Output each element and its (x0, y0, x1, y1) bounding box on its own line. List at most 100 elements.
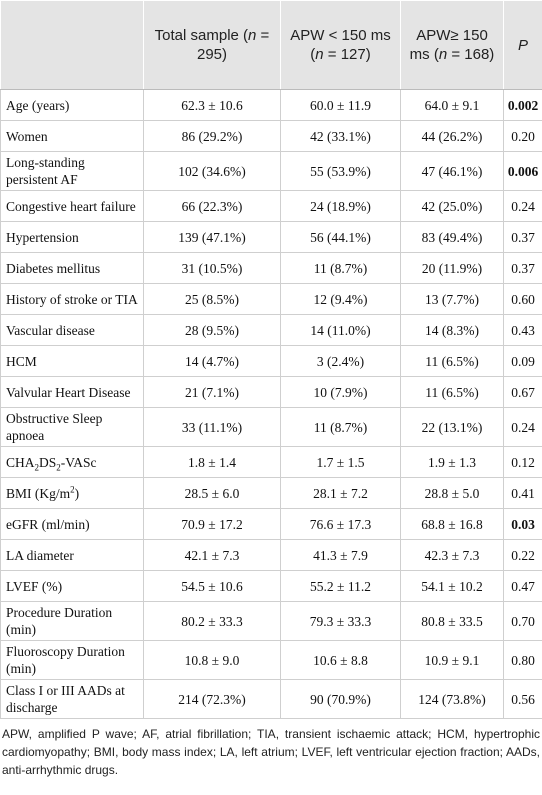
row-label: Procedure Duration (min) (0, 601, 144, 641)
cell: 14 (4.7%) (143, 345, 281, 377)
text: Total sample ( (154, 27, 249, 44)
text: Vascular disease (6, 322, 95, 338)
header-row: Total sample (n = 295) APW < 150 ms (n = … (0, 0, 542, 90)
p-value: 0.22 (503, 539, 542, 571)
cell: 70.9 ± 17.2 (143, 508, 281, 540)
text: Congestive heart failure (6, 198, 136, 214)
text: = 168) (447, 46, 495, 63)
cell: 79.3 ± 33.3 (280, 601, 401, 641)
row-label: Congestive heart failure (0, 190, 144, 222)
row-label: HCM (0, 345, 144, 377)
text: History of stroke or TIA (6, 291, 138, 307)
p-value: 0.41 (503, 477, 542, 509)
p-value: 0.09 (503, 345, 542, 377)
p-value: 0.56 (503, 679, 542, 719)
cell: 28.1 ± 7.2 (280, 477, 401, 509)
cell: 14 (8.3%) (400, 314, 504, 346)
text: Fluoroscopy Duration (min) (6, 644, 125, 676)
text: Long-standing persistent AF (6, 155, 85, 187)
footnote: APW, amplified P wave; AF, atrial fibril… (2, 727, 540, 777)
italic-text: P (517, 36, 528, 54)
table-row: Age (years) 62.3 ± 10.6 60.0 ± 11.9 64.0 ± … (0, 89, 542, 121)
cell: 10 (7.9%) (280, 376, 401, 408)
column-header: APW≥ 150 ms (n = 168) (400, 0, 504, 90)
row-label: Age (years) (0, 89, 144, 121)
text: HCM (6, 353, 37, 369)
text: Valvular Heart Disease (6, 384, 131, 400)
row-label: Fluoroscopy Duration (min) (0, 640, 144, 680)
p-value: 0.20 (503, 120, 542, 152)
text: = 295) (196, 27, 270, 63)
cell: 80.8 ± 33.5 (400, 601, 504, 641)
column-header: APW < 150 ms (n = 127) (280, 0, 401, 90)
cell: 83 (49.4%) (400, 221, 504, 253)
cell: 139 (47.1%) (143, 221, 281, 253)
row-label: LA diameter (0, 539, 144, 571)
cell: 56 (44.1%) (280, 221, 401, 253)
cell: 68.8 ± 16.8 (400, 508, 504, 540)
row-label: Obstructive Sleep apnoea (0, 407, 144, 447)
cell: 86 (29.2%) (143, 120, 281, 152)
row-label: CHA2DS2-VASc (0, 446, 144, 478)
cell: 28.5 ± 6.0 (143, 477, 281, 509)
superscript: 2 (70, 484, 75, 494)
table: Total sample (n = 295) APW < 150 ms (n = … (0, 0, 542, 719)
cell: 80.2 ± 33.3 (143, 601, 281, 641)
table-row: Valvular Heart Disease 21 (7.1%) 10 (7.9%)… (0, 376, 542, 408)
row-label: Hypertension (0, 221, 144, 253)
row-label: History of stroke or TIA (0, 283, 144, 315)
cell: 28 (9.5%) (143, 314, 281, 346)
cell: 55 (53.9%) (280, 151, 401, 191)
cell: 1.9 ± 1.3 (400, 446, 504, 478)
text: Class I or III AADs at discharge (6, 683, 125, 715)
text: DS (39, 454, 57, 470)
p-value: 0.47 (503, 570, 542, 602)
text: Obstructive Sleep apnoea (6, 411, 103, 443)
row-label: LVEF (%) (0, 570, 144, 602)
text: Women (6, 128, 48, 144)
cell: 11 (6.5%) (400, 345, 504, 377)
row-label: eGFR (ml/min) (0, 508, 144, 540)
cell: 42 (33.1%) (280, 120, 401, 152)
cell: 42 (25.0%) (400, 190, 504, 222)
cell: 42.3 ± 7.3 (400, 539, 504, 571)
table-row: BMI (Kg/m2) 28.5 ± 6.0 28.1 ± 7.2 28.8 ± 5.… (0, 477, 542, 509)
cell: 1.7 ± 1.5 (280, 446, 401, 478)
row-label: Vascular disease (0, 314, 144, 346)
table-row: LA diameter 42.1 ± 7.3 41.3 ± 7.9 42.3 ± 7.… (0, 539, 542, 571)
cell: 41.3 ± 7.9 (280, 539, 401, 571)
subscript: 2 (34, 462, 40, 473)
row-label: Class I or III AADs at discharge (0, 679, 144, 719)
row-label: BMI (Kg/m2) (0, 477, 144, 509)
cell: 25 (8.5%) (143, 283, 281, 315)
cell: 64.0 ± 9.1 (400, 89, 504, 121)
p-value: 0.03 (503, 508, 542, 540)
cell: 47 (46.1%) (400, 151, 504, 191)
cell: 13 (7.7%) (400, 283, 504, 315)
cell: 66 (22.3%) (143, 190, 281, 222)
text: eGFR (ml/min) (6, 516, 90, 532)
table-row: Diabetes mellitus 31 (10.5%) 11 (8.7%) 20 (… (0, 252, 542, 284)
column-header (0, 0, 144, 90)
column-header: Total sample (n = 295) (143, 0, 281, 90)
p-value: 0.37 (503, 252, 542, 284)
italic-text: n (248, 27, 257, 44)
cell: 1.8 ± 1.4 (143, 446, 281, 478)
table-row: CHA2DS2-VASc 1.8 ± 1.4 1.7 ± 1.5 1.9 ± 1.3 0… (0, 446, 542, 478)
table-row: Class I or III AADs at discharge 214 (72.… (0, 679, 542, 719)
table-row: eGFR (ml/min) 70.9 ± 17.2 76.6 ± 17.3 68.8 … (0, 508, 542, 540)
cell: 3 (2.4%) (280, 345, 401, 377)
table-row: Vascular disease 28 (9.5%) 14 (11.0%) 14 (8… (0, 314, 542, 346)
cell: 10.9 ± 9.1 (400, 640, 504, 680)
table-row: Long-standing persistent AF 102 (34.6%) 55… (0, 151, 542, 191)
p-value: 0.80 (503, 640, 542, 680)
text: LA diameter (6, 547, 74, 563)
text: -VASc (60, 454, 97, 470)
text: Procedure Duration (min) (6, 605, 113, 637)
table-body: Age (years) 62.3 ± 10.6 60.0 ± 11.9 64.0 ± … (0, 89, 542, 719)
cell: 60.0 ± 11.9 (280, 89, 401, 121)
text: = 127) (323, 46, 371, 63)
table-row: Procedure Duration (min) 80.2 ± 33.3 79.3 … (0, 601, 542, 641)
p-value: 0.006 (503, 151, 542, 191)
